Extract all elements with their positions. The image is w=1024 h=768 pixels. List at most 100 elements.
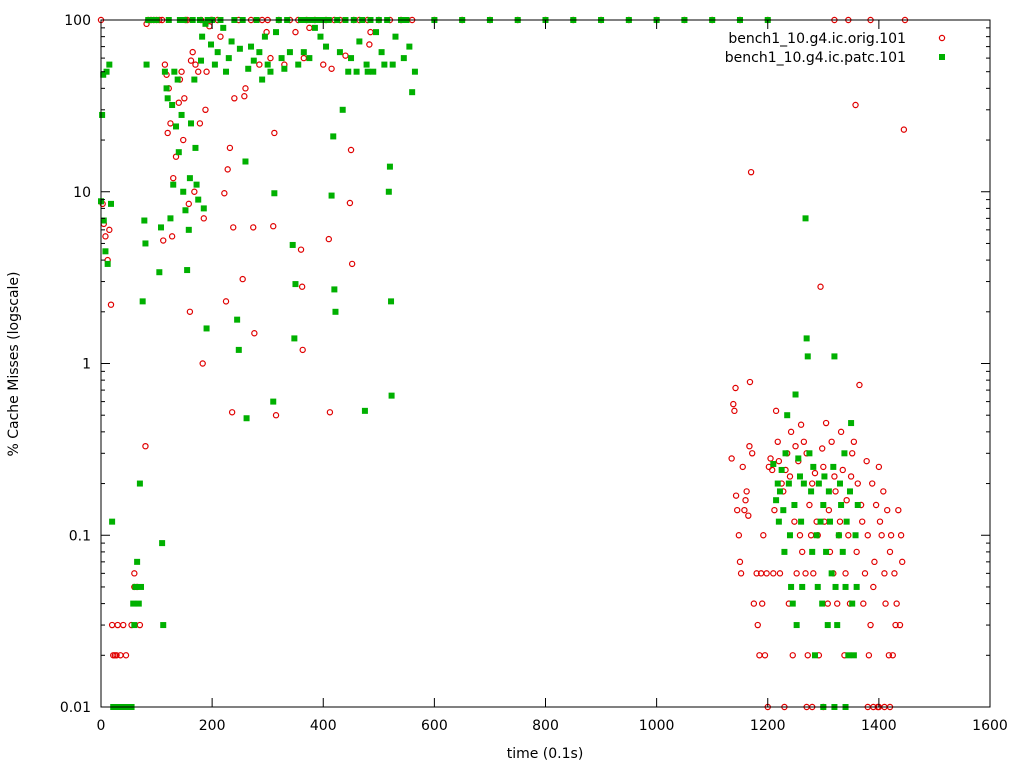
data-point-patc: [821, 473, 828, 480]
data-point-orig: [892, 621, 899, 629]
data-point-orig: [753, 570, 760, 577]
data-point-orig: [272, 412, 280, 419]
data-point-patc: [808, 488, 815, 495]
data-point-orig: [798, 548, 806, 556]
data-point-patc: [836, 480, 843, 487]
data-point-orig: [819, 445, 826, 452]
data-point-patc: [102, 248, 109, 255]
data-point-orig: [270, 223, 277, 230]
data-point-orig: [113, 652, 120, 659]
data-point-patc: [203, 325, 210, 332]
data-point-orig: [297, 246, 305, 253]
data-point-orig: [878, 532, 885, 539]
data-point-patc: [192, 144, 199, 151]
data-point-patc: [173, 123, 180, 130]
data-point-patc: [823, 548, 830, 555]
data-point-orig: [793, 570, 800, 577]
data-point-orig: [843, 496, 850, 504]
data-point-patc: [773, 497, 780, 504]
data-point-patc: [364, 68, 371, 75]
data-point-orig: [897, 532, 905, 539]
data-point-orig: [887, 532, 895, 539]
data-point-patc: [786, 532, 793, 539]
data-point-patc: [142, 240, 149, 247]
data-point-patc: [841, 450, 848, 457]
data-point-patc: [826, 518, 833, 525]
data-point-patc: [770, 460, 777, 467]
data-point-orig: [796, 532, 804, 539]
data-point-orig: [758, 600, 766, 607]
data-point-orig: [836, 518, 844, 525]
data-point-orig: [185, 200, 192, 208]
data-point-patc: [799, 583, 806, 590]
data-point-patc: [345, 68, 352, 75]
data-point-patc: [392, 33, 399, 40]
data-point-patc: [331, 286, 338, 293]
data-point-patc: [234, 316, 241, 323]
data-point-orig: [837, 428, 845, 436]
data-point-patc: [270, 398, 277, 405]
data-point-orig: [224, 166, 231, 173]
data-point-patc: [208, 41, 215, 48]
data-point-orig: [735, 532, 743, 539]
data-point-orig: [896, 621, 904, 629]
data-point-patc: [796, 473, 803, 480]
data-point-orig: [256, 61, 263, 68]
data-point-orig: [864, 532, 871, 539]
data-point-orig: [802, 570, 809, 577]
data-point-patc: [814, 583, 821, 590]
data-point-orig: [863, 457, 870, 465]
data-point-orig: [102, 233, 109, 240]
data-point-patc: [793, 622, 800, 629]
data-point-patc: [788, 583, 795, 590]
data-point-patc: [854, 502, 861, 509]
data-point-orig: [195, 68, 202, 75]
data-point-patc: [323, 43, 330, 50]
data-point-orig: [230, 224, 237, 231]
data-point-patc: [332, 308, 339, 315]
x-tick-label: 600: [421, 718, 448, 734]
data-point-orig: [228, 409, 236, 416]
data-point-orig: [882, 600, 889, 607]
data-point-patc: [193, 181, 200, 188]
data-point-orig: [893, 600, 900, 607]
data-point-patc: [363, 61, 370, 68]
data-point-orig: [900, 126, 908, 133]
data-point-orig: [853, 548, 860, 556]
data-point-orig: [797, 421, 805, 428]
data-point-patc: [182, 207, 189, 214]
data-point-orig: [736, 558, 744, 566]
data-point-orig: [122, 652, 130, 659]
data-point-orig: [831, 473, 838, 480]
data-point-patc: [798, 518, 805, 525]
data-point-patc: [373, 29, 380, 36]
data-point-orig: [730, 400, 737, 408]
data-point-patc: [184, 267, 191, 274]
data-point-patc: [220, 24, 227, 31]
data-point-patc: [132, 583, 139, 590]
data-point-patc: [824, 622, 831, 629]
data-point-orig: [760, 532, 767, 539]
data-point-orig: [170, 174, 177, 182]
data-point-patc: [800, 480, 807, 487]
data-point-orig: [791, 518, 798, 525]
data-point-patc: [99, 111, 106, 118]
data-point-orig: [271, 129, 278, 137]
data-point-patc: [774, 480, 781, 487]
data-point-patc: [781, 548, 788, 555]
data-point-patc: [245, 65, 252, 72]
data-point-orig: [768, 466, 776, 474]
data-point-patc: [174, 76, 181, 83]
data-point-patc: [339, 106, 346, 113]
data-point-orig: [889, 652, 896, 659]
data-point-patc: [804, 353, 811, 360]
data-point-patc: [143, 61, 150, 68]
data-point-orig: [859, 518, 866, 525]
data-point-patc: [273, 29, 280, 36]
data-point-patc: [167, 215, 174, 222]
legend-marker-orig: [938, 34, 946, 42]
data-point-patc: [336, 49, 343, 56]
data-point-orig: [164, 129, 171, 137]
data-point-patc: [803, 335, 810, 342]
data-point-orig: [168, 233, 176, 240]
